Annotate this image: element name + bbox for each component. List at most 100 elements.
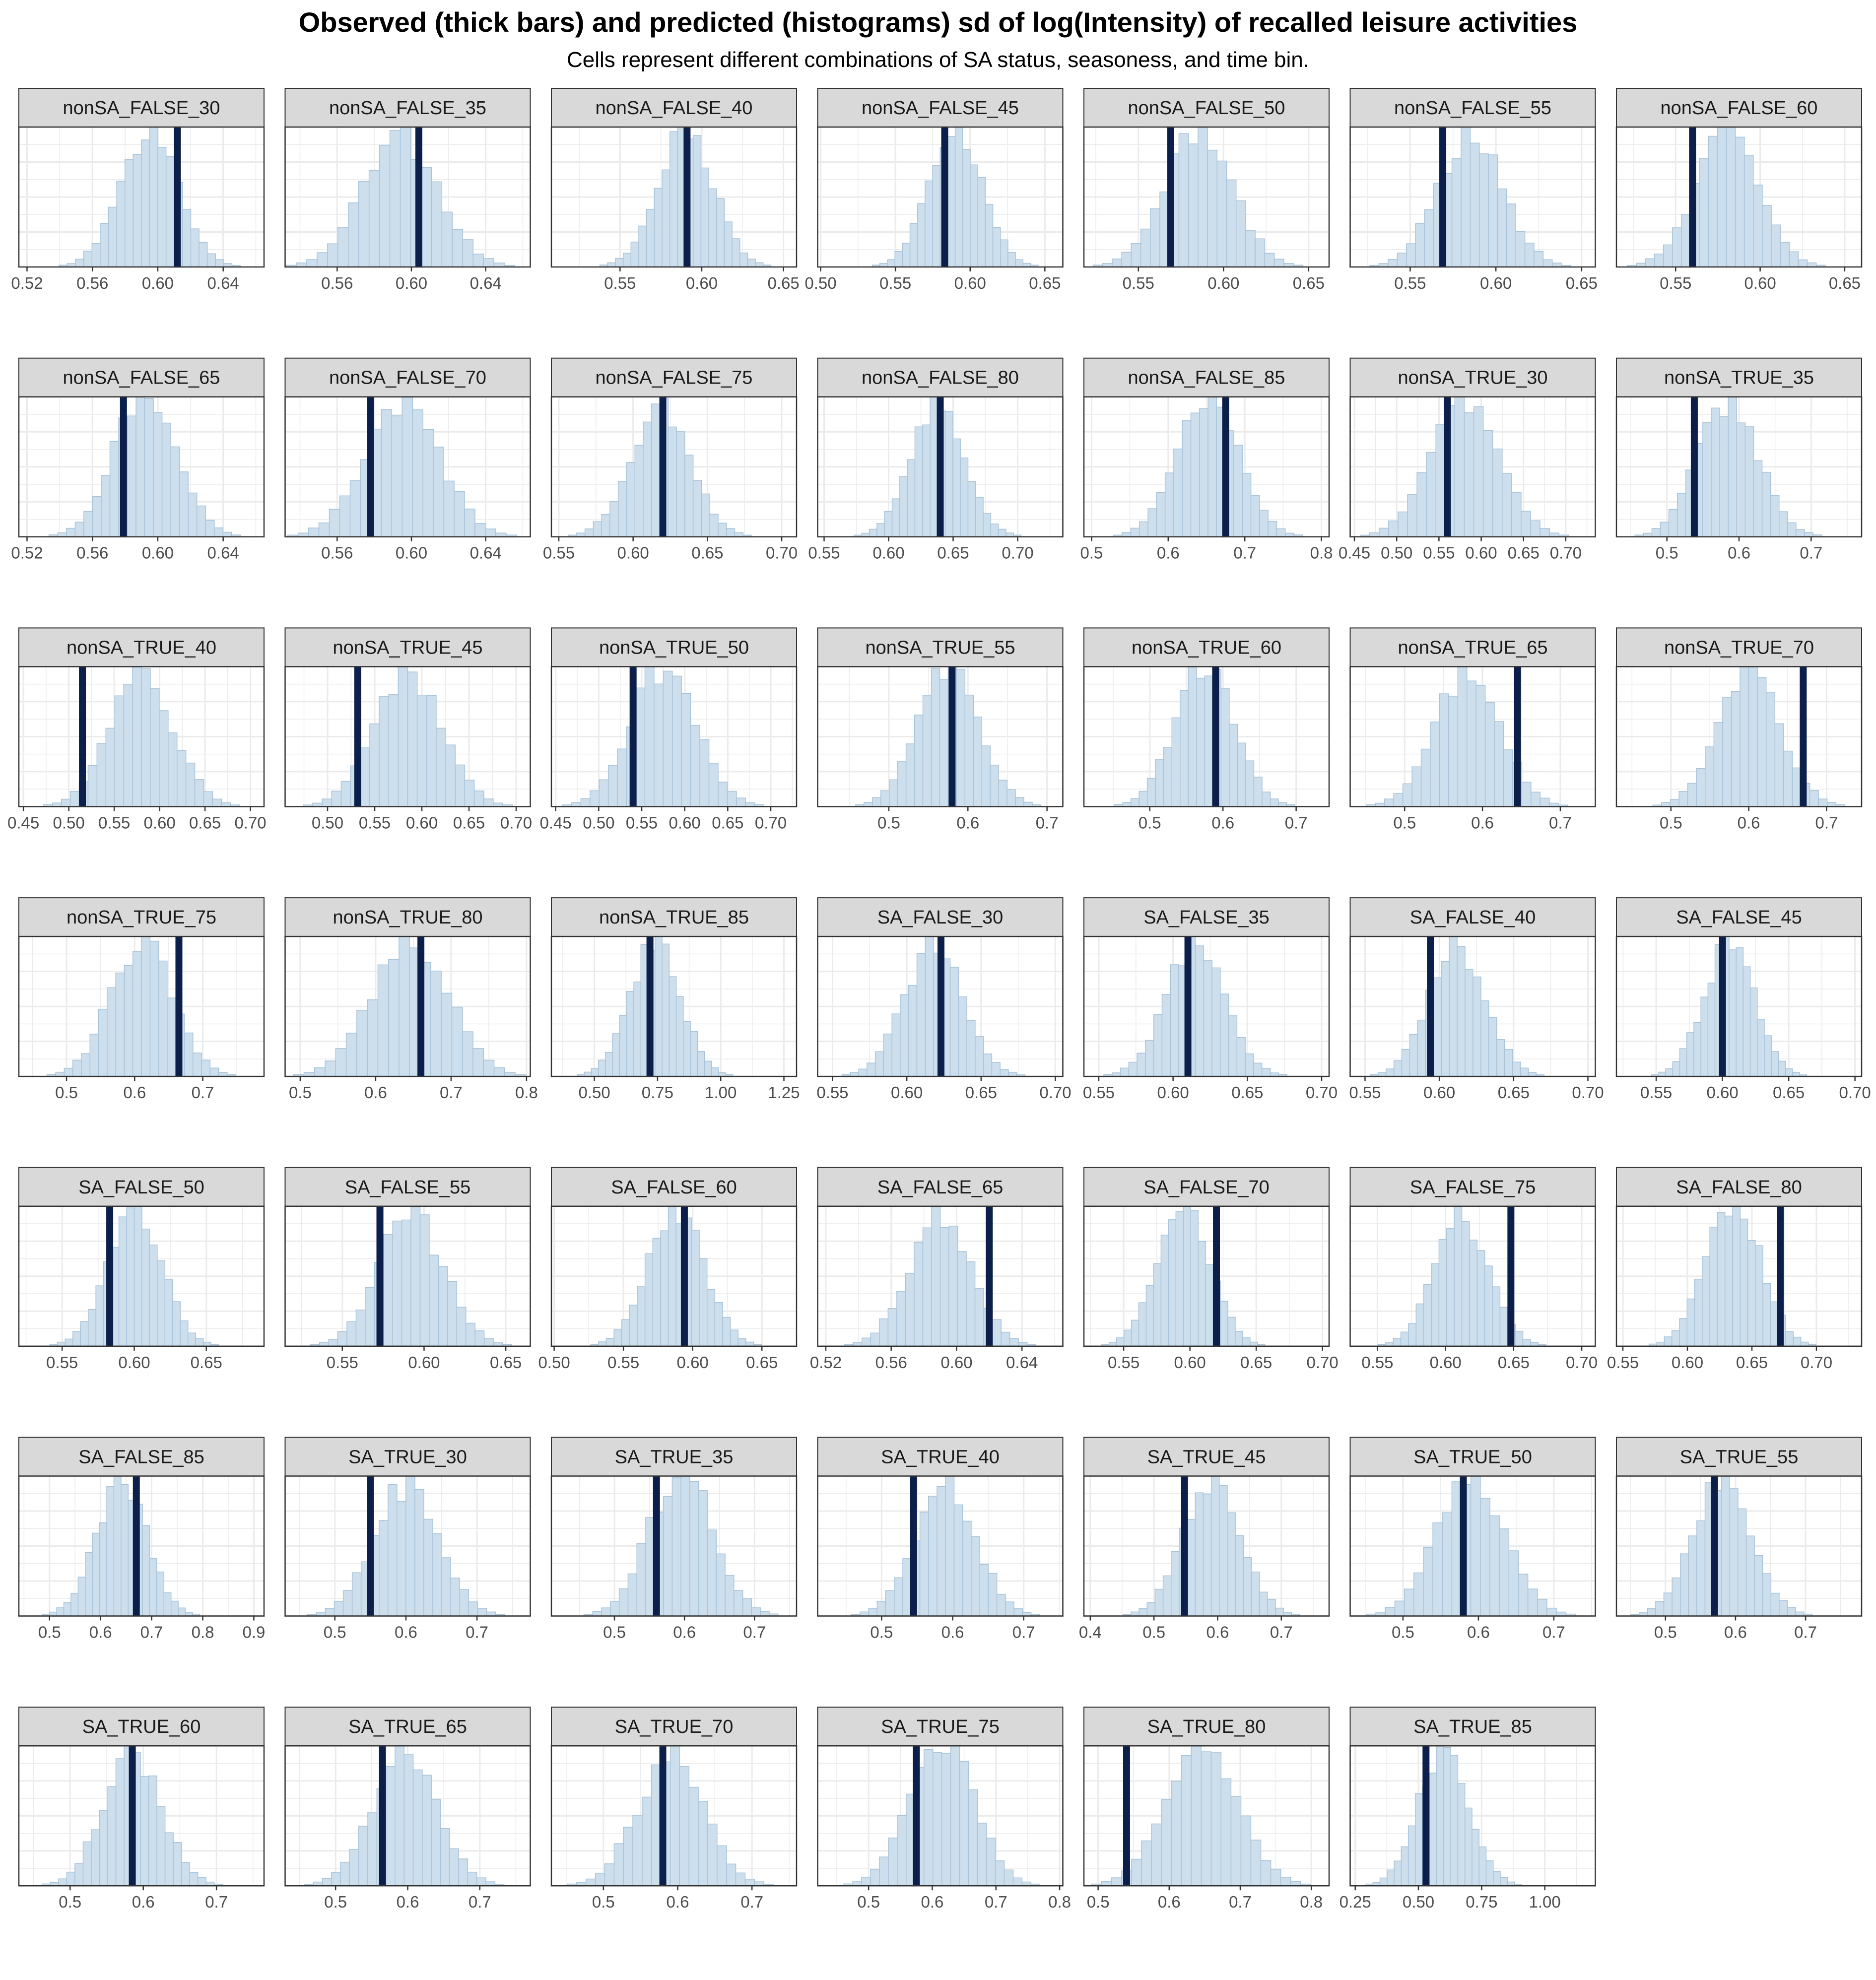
- x-tick-label: 0.60: [408, 1353, 440, 1372]
- histogram-bar: [897, 761, 907, 807]
- histogram-bar: [909, 223, 918, 267]
- histogram-bar: [891, 1013, 901, 1077]
- x-tick-label: 0.70: [1572, 1083, 1604, 1102]
- histogram-bar: [164, 1279, 173, 1347]
- histogram-bar: [72, 1059, 82, 1077]
- histogram-bar: [426, 695, 437, 807]
- x-tick-label: 0.6: [1467, 1623, 1490, 1642]
- histogram-bar: [1449, 936, 1458, 1077]
- histogram-bar: [1235, 200, 1246, 267]
- facet-panel: nonSA_FALSE_80 0.55 0.60 0.65 0.70: [808, 357, 1064, 562]
- x-tick-label: 0.55: [1349, 1083, 1381, 1102]
- x-tick-label: 0.6: [941, 1623, 964, 1642]
- x-tick-label: 0.55: [543, 544, 575, 562]
- x-tick-label: 0.56: [321, 274, 353, 292]
- histogram-bar: [1780, 242, 1790, 267]
- histogram-bar: [432, 1533, 442, 1617]
- x-tick-label: 0.65: [1773, 1083, 1805, 1102]
- histogram-bar: [161, 422, 171, 537]
- histogram-bar: [981, 745, 991, 807]
- histogram-bar: [922, 695, 932, 807]
- histogram-bar: [688, 1786, 699, 1886]
- histogram-bar: [727, 791, 737, 807]
- histogram-bar: [342, 1589, 353, 1617]
- histogram-bar: [1242, 1337, 1251, 1347]
- histogram-bar: [349, 480, 361, 537]
- histogram-bar: [170, 1600, 179, 1617]
- facet-strip: [551, 357, 797, 397]
- histogram-bar: [149, 127, 158, 267]
- histogram-bar: [1672, 227, 1682, 267]
- histogram-bar: [322, 1878, 332, 1886]
- panel-border: [18, 126, 265, 268]
- histogram-bar: [1401, 1049, 1410, 1077]
- panel-border: [817, 396, 1064, 537]
- histogram-bar: [474, 523, 486, 537]
- histogram-bar: [619, 1015, 627, 1077]
- facet-panel: SA_TRUE_85 0.25 0.50 0.75 1.00: [1340, 1707, 1596, 1911]
- x-tick-label: 0.5: [1393, 813, 1416, 832]
- histogram-bar: [92, 1532, 100, 1617]
- histogram-bar: [1009, 1338, 1019, 1347]
- x-tick-label: 0.60: [396, 544, 427, 562]
- histogram-bar: [1153, 1014, 1163, 1077]
- histogram-bar: [124, 965, 134, 1077]
- x-tick-label: 0.55: [327, 1353, 358, 1372]
- histogram-bar: [1705, 746, 1715, 807]
- panel-border: [1349, 126, 1596, 268]
- facet-panel: SA_TRUE_80 0.5 0.6 0.7 0.8: [1083, 1707, 1330, 1911]
- histogram-bar: [1168, 1219, 1177, 1347]
- histogram-bar: [676, 431, 685, 537]
- histogram-bar: [1245, 760, 1255, 807]
- histogram-bar: [1466, 680, 1476, 807]
- histogram-bar: [900, 994, 909, 1077]
- histogram-bar: [1770, 495, 1780, 537]
- facet-strip: [1349, 1707, 1596, 1747]
- observed-value-bar: [629, 666, 637, 807]
- histogram-bar: [306, 259, 318, 267]
- histogram-bar: [1785, 1331, 1794, 1347]
- panel-border: [18, 396, 265, 537]
- histogram-bar: [1139, 791, 1148, 807]
- panel-border: [550, 396, 798, 537]
- histogram-bar: [1530, 520, 1541, 537]
- histogram-bar: [462, 1031, 473, 1077]
- histogram-bar: [1439, 693, 1449, 807]
- histogram-bar: [739, 252, 748, 267]
- facet-panel: SA_TRUE_70 0.5 0.6 0.7: [550, 1707, 798, 1911]
- histogram-bar: [1245, 1053, 1254, 1077]
- histogram-bar: [1480, 1498, 1490, 1617]
- x-tick-label: 0.7: [140, 1623, 163, 1642]
- histogram-bar: [870, 1869, 880, 1886]
- histogram-bar: [939, 679, 949, 807]
- histogram-bar: [1397, 253, 1407, 267]
- facet-panel: nonSA_TRUE_60 0.5 0.6 0.7: [1083, 627, 1330, 832]
- histogram-bar: [1251, 1571, 1260, 1617]
- histogram-bar: [959, 1761, 969, 1886]
- facet-strip: [18, 627, 265, 667]
- histogram-bar: [1394, 1600, 1405, 1617]
- histogram-bar: [100, 223, 109, 267]
- histogram-bar: [113, 1475, 122, 1617]
- facet-panel: nonSA_TRUE_35 0.5 0.6 0.7: [1615, 357, 1863, 562]
- facet-strip-label: nonSA_TRUE_45: [333, 637, 482, 658]
- histogram-bar: [1393, 1060, 1403, 1077]
- histogram-bar: [317, 252, 328, 267]
- histogram-bar: [1744, 426, 1754, 537]
- histogram-bar: [983, 513, 992, 537]
- histogram-bar: [1276, 528, 1286, 537]
- facet-strip-label: SA_TRUE_30: [348, 1447, 467, 1468]
- histogram-bar: [1242, 473, 1252, 537]
- histogram-bar: [61, 798, 71, 807]
- histogram-bar: [949, 967, 959, 1077]
- histogram-bar: [172, 1301, 181, 1347]
- histogram-bar: [1761, 471, 1771, 537]
- x-tick-label: 0.65: [937, 544, 969, 562]
- histogram-bar: [116, 181, 126, 267]
- x-tick-label: 0.7: [740, 1893, 763, 1911]
- observed-value-bar: [1422, 1746, 1430, 1886]
- x-tick-label: 0.25: [1340, 1893, 1371, 1911]
- histogram-bar: [998, 780, 1007, 807]
- facet-panel: nonSA_TRUE_55 0.5 0.6 0.7: [817, 627, 1064, 832]
- histogram-bar: [416, 695, 427, 807]
